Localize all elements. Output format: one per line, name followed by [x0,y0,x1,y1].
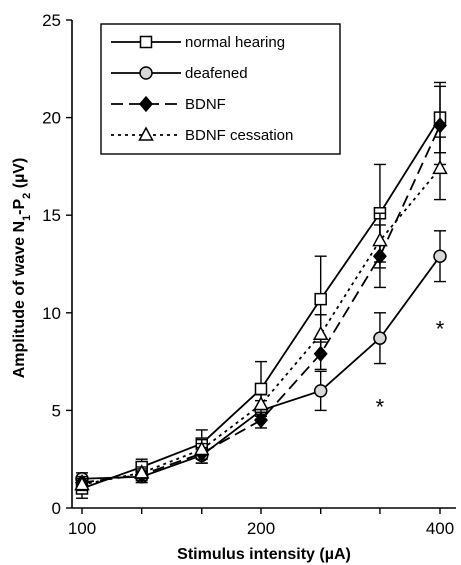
legend: normal hearing deafened BDNF BDNF cessation [100,23,341,155]
data-point-square [314,292,327,306]
legend-label: BDNF cessation [185,127,293,144]
data-point-circle [433,249,447,263]
data-point-triangle [253,395,269,411]
data-point-square [254,382,268,396]
series-line [81,167,441,486]
y-axis-title-sub1: 1 [21,215,33,221]
annotations: ** [376,316,445,419]
data-point-triangle [432,159,448,175]
legend-marker-square [139,35,153,49]
series-BDNF-cessation [74,136,448,492]
y-axis-title: Amplitude of wave N1-P2 (µV) [11,158,33,379]
data-point-circle [313,384,328,398]
significance-star: * [376,394,385,419]
legend-marker-circle [139,66,153,80]
y-tick-label: 5 [52,401,61,420]
data-point-triangle [133,464,150,479]
data-point-triangle [74,476,90,491]
legend-marker-triangle [138,126,154,141]
x-tick-label: 100 [68,519,96,538]
y-tick-label: 0 [52,499,61,518]
y-axis-title-main: Amplitude of wave N [11,221,28,378]
data-point-diamond [254,412,268,429]
data-point-circle [373,331,387,345]
x-tick-label: 400 [426,519,454,538]
y-tick-label: 25 [42,11,61,30]
series-line [81,125,441,484]
data-point-triangle [312,325,329,341]
data-point-diamond [433,117,447,134]
legend-label: normal hearing [185,34,285,51]
legend-label: deafened [185,65,248,82]
data-point-triangle [372,232,388,247]
legend-label: BDNF [185,96,226,113]
data-point-triangle [193,440,210,456]
y-axis-title-mid: -P [11,198,28,214]
legend-marker-diamond [139,95,153,113]
series-line [81,117,441,490]
y-tick-label: 10 [42,304,61,323]
axes: 0 5 10 15 20 25 100 200 400 [42,11,456,538]
y-axis-title-sub2: 2 [21,193,33,199]
y-axis-title-unit: (µV) [11,158,28,193]
x-axis-title: Stimulus intensity (µA) [177,546,351,563]
significance-star: * [436,316,445,341]
x-tick-label: 200 [247,519,275,538]
y-tick-label: 20 [42,109,61,128]
series-deafened [75,230,447,486]
series-layer [74,81,448,499]
y-tick-label: 15 [42,206,61,225]
